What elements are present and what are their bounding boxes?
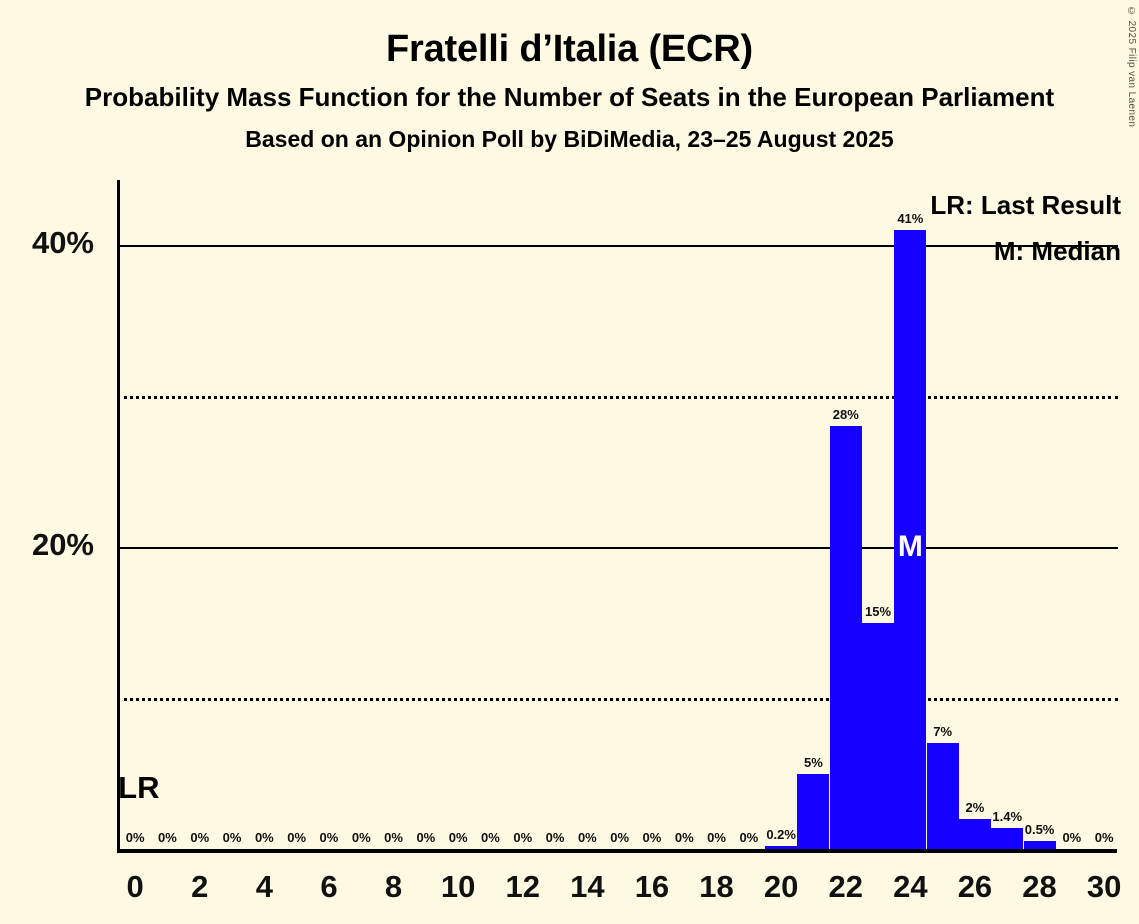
chart-subtitle: Probability Mass Function for the Number… bbox=[84, 82, 1055, 112]
x-tick-label-22: 22 bbox=[828, 869, 863, 904]
bar-seat-26 bbox=[958, 818, 991, 849]
bar-seat-25 bbox=[926, 743, 959, 849]
x-tick-label-0: 0 bbox=[126, 869, 144, 904]
bar-seat-20 bbox=[765, 845, 798, 849]
x-tick-label-8: 8 bbox=[384, 869, 403, 904]
x-tick-label-24: 24 bbox=[893, 869, 928, 904]
bar-value-label-seat-5: 0% bbox=[287, 830, 307, 845]
median-marker: M bbox=[897, 530, 923, 563]
bar-value-label-seat-10: 0% bbox=[448, 830, 468, 845]
bar-value-label-seat-11: 0% bbox=[481, 830, 500, 845]
bar-value-label-seat-0: 0% bbox=[125, 830, 145, 845]
bar-seat-23 bbox=[862, 622, 895, 849]
gridline-dotted-10 bbox=[117, 698, 1118, 701]
bar-value-label-seat-25: 7% bbox=[933, 724, 953, 740]
x-tick-label-20: 20 bbox=[763, 869, 799, 904]
bar-value-label-seat-7: 0% bbox=[351, 830, 371, 845]
bar-value-label-seat-16: 0% bbox=[642, 830, 662, 845]
bar-value-label-seat-6: 0% bbox=[319, 830, 339, 845]
x-tick-label-10: 10 bbox=[440, 869, 476, 904]
bar-value-label-seat-14: 0% bbox=[577, 830, 597, 845]
bar-value-label-seat-4: 0% bbox=[254, 830, 274, 845]
gridline-solid-40 bbox=[117, 245, 1118, 247]
bar-value-label-seat-30: 0% bbox=[1094, 830, 1114, 845]
chart-source-subtitle: Based on an Opinion Poll by BiDiMedia, 2… bbox=[245, 126, 894, 152]
x-tick-label-12: 12 bbox=[505, 869, 540, 904]
bar-value-label-seat-1: 0% bbox=[158, 830, 177, 845]
y-tick-label-40%: 40% bbox=[31, 225, 94, 260]
copyright-notice: © 2025 Filip van Laenen bbox=[1126, 6, 1137, 128]
x-tick-label-14: 14 bbox=[570, 869, 605, 904]
bar-seat-27 bbox=[991, 827, 1024, 849]
bar-value-label-seat-9: 0% bbox=[416, 830, 436, 845]
bar-seat-24 bbox=[894, 229, 927, 849]
x-tick-label-30: 30 bbox=[1086, 869, 1122, 904]
x-axis-line bbox=[117, 849, 1117, 853]
bar-value-label-seat-29: 0% bbox=[1062, 830, 1082, 845]
legend-item-median: M: Median bbox=[993, 236, 1121, 266]
x-tick-label-26: 26 bbox=[957, 869, 993, 904]
x-tick-label-2: 2 bbox=[191, 869, 209, 904]
y-tick-label-20%: 20% bbox=[31, 527, 94, 562]
bar-value-label-seat-22: 28% bbox=[832, 407, 859, 423]
gridline-dotted-30 bbox=[117, 396, 1118, 399]
bar-value-label-seat-3: 0% bbox=[222, 830, 242, 845]
bar-value-label-seat-12: 0% bbox=[513, 830, 533, 845]
title-block: Fratelli d’Italia (ECR) Probability Mass… bbox=[0, 0, 1139, 155]
bar-value-label-seat-28: 0.5% bbox=[1024, 822, 1055, 838]
bar-value-label-seat-20: 0.2% bbox=[766, 826, 796, 842]
bar-value-label-seat-8: 0% bbox=[384, 830, 403, 845]
x-tick-label-18: 18 bbox=[699, 869, 734, 904]
bar-value-label-seat-18: 0% bbox=[707, 830, 726, 845]
y-axis-line bbox=[117, 180, 120, 853]
bar-value-label-seat-15: 0% bbox=[610, 830, 630, 845]
bar-value-label-seat-17: 0% bbox=[674, 830, 694, 845]
bar-value-label-seat-24: 41% bbox=[897, 210, 924, 226]
bar-value-label-seat-19: 0% bbox=[739, 830, 759, 845]
last-result-marker: LR bbox=[118, 769, 160, 805]
legend: LR: Last Result M: Median bbox=[930, 182, 1121, 274]
x-tick-label-16: 16 bbox=[634, 869, 670, 904]
legend-item-last-result: LR: Last Result bbox=[930, 190, 1121, 220]
x-tick-label-6: 6 bbox=[320, 869, 338, 904]
gridline-solid-20 bbox=[117, 547, 1118, 549]
x-tick-label-28: 28 bbox=[1022, 869, 1057, 904]
bar-value-label-seat-23: 15% bbox=[865, 603, 892, 619]
bar-seat-21 bbox=[797, 773, 830, 849]
x-tick-label-4: 4 bbox=[255, 869, 273, 904]
bar-value-label-seat-21: 5% bbox=[804, 754, 823, 770]
bar-value-label-seat-13: 0% bbox=[545, 830, 565, 845]
chart-title: Fratelli d’Italia (ECR) bbox=[385, 28, 753, 70]
bar-seat-28 bbox=[1023, 841, 1056, 849]
bar-value-label-seat-27: 1.4% bbox=[992, 808, 1023, 824]
bar-value-label-seat-2: 0% bbox=[190, 830, 210, 845]
bar-value-label-seat-26: 2% bbox=[965, 799, 985, 815]
bar-seat-22 bbox=[829, 426, 862, 849]
